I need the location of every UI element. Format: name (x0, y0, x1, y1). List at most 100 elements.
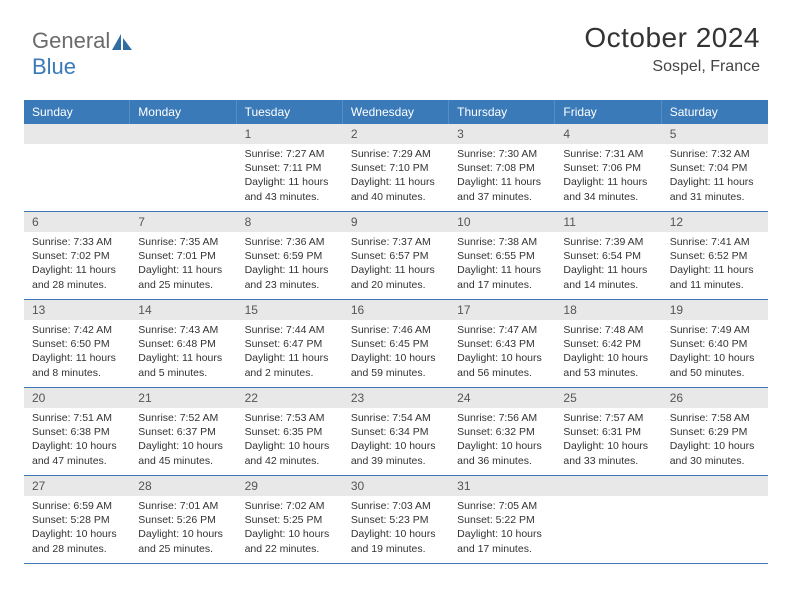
day-details: Sunrise: 7:29 AMSunset: 7:10 PMDaylight:… (343, 144, 449, 210)
day-details: Sunrise: 7:38 AMSunset: 6:55 PMDaylight:… (449, 232, 555, 298)
calendar-cell: 19Sunrise: 7:49 AMSunset: 6:40 PMDayligh… (662, 300, 768, 388)
calendar-cell: 9Sunrise: 7:37 AMSunset: 6:57 PMDaylight… (343, 212, 449, 300)
day-details: Sunrise: 7:41 AMSunset: 6:52 PMDaylight:… (662, 232, 768, 298)
calendar-cell: 1Sunrise: 7:27 AMSunset: 7:11 PMDaylight… (237, 124, 343, 212)
day-number: . (555, 476, 661, 496)
day-number: 18 (555, 300, 661, 320)
day-number: 6 (24, 212, 130, 232)
day-number: 27 (24, 476, 130, 496)
day-number: 31 (449, 476, 555, 496)
dayhead-friday: Friday (555, 100, 661, 124)
day-number: 13 (24, 300, 130, 320)
day-number: 3 (449, 124, 555, 144)
day-details: Sunrise: 7:03 AMSunset: 5:23 PMDaylight:… (343, 496, 449, 562)
day-number: 26 (662, 388, 768, 408)
day-number: 29 (237, 476, 343, 496)
calendar-cell: 4Sunrise: 7:31 AMSunset: 7:06 PMDaylight… (555, 124, 661, 212)
day-number: . (24, 124, 130, 144)
dayhead-saturday: Saturday (662, 100, 768, 124)
day-details: Sunrise: 7:43 AMSunset: 6:48 PMDaylight:… (130, 320, 236, 386)
day-number: 14 (130, 300, 236, 320)
day-details: Sunrise: 7:30 AMSunset: 7:08 PMDaylight:… (449, 144, 555, 210)
day-details: Sunrise: 7:52 AMSunset: 6:37 PMDaylight:… (130, 408, 236, 474)
day-number: 17 (449, 300, 555, 320)
day-number: 15 (237, 300, 343, 320)
day-number: 30 (343, 476, 449, 496)
day-number: 7 (130, 212, 236, 232)
calendar-cell: . (130, 124, 236, 212)
day-number: 25 (555, 388, 661, 408)
day-details: Sunrise: 7:56 AMSunset: 6:32 PMDaylight:… (449, 408, 555, 474)
brand-part1: General (32, 28, 110, 53)
day-number: 1 (237, 124, 343, 144)
calendar-header-row: Sunday Monday Tuesday Wednesday Thursday… (24, 100, 768, 124)
day-number: 8 (237, 212, 343, 232)
day-number: 9 (343, 212, 449, 232)
day-details: Sunrise: 7:37 AMSunset: 6:57 PMDaylight:… (343, 232, 449, 298)
day-number: 5 (662, 124, 768, 144)
calendar: Sunday Monday Tuesday Wednesday Thursday… (24, 100, 768, 564)
day-number: 22 (237, 388, 343, 408)
calendar-cell: . (24, 124, 130, 212)
day-details: Sunrise: 7:01 AMSunset: 5:26 PMDaylight:… (130, 496, 236, 562)
month-title: October 2024 (584, 22, 760, 54)
day-details: Sunrise: 7:32 AMSunset: 7:04 PMDaylight:… (662, 144, 768, 210)
header-right: October 2024 Sospel, France (584, 22, 760, 76)
calendar-cell: 10Sunrise: 7:38 AMSunset: 6:55 PMDayligh… (449, 212, 555, 300)
calendar-cell: 2Sunrise: 7:29 AMSunset: 7:10 PMDaylight… (343, 124, 449, 212)
day-details: Sunrise: 7:44 AMSunset: 6:47 PMDaylight:… (237, 320, 343, 386)
day-details: Sunrise: 7:53 AMSunset: 6:35 PMDaylight:… (237, 408, 343, 474)
day-number: 28 (130, 476, 236, 496)
day-details: Sunrise: 7:36 AMSunset: 6:59 PMDaylight:… (237, 232, 343, 298)
calendar-body: . . 1Sunrise: 7:27 AMSunset: 7:11 PMDayl… (24, 124, 768, 564)
day-number: 10 (449, 212, 555, 232)
calendar-cell: 12Sunrise: 7:41 AMSunset: 6:52 PMDayligh… (662, 212, 768, 300)
day-details: Sunrise: 7:35 AMSunset: 7:01 PMDaylight:… (130, 232, 236, 298)
day-number: 2 (343, 124, 449, 144)
brand-part2: Blue (32, 54, 76, 79)
sail-icon (112, 34, 132, 50)
day-details: Sunrise: 7:48 AMSunset: 6:42 PMDaylight:… (555, 320, 661, 386)
calendar-cell: 7Sunrise: 7:35 AMSunset: 7:01 PMDaylight… (130, 212, 236, 300)
calendar-cell: 15Sunrise: 7:44 AMSunset: 6:47 PMDayligh… (237, 300, 343, 388)
calendar-cell: 18Sunrise: 7:48 AMSunset: 6:42 PMDayligh… (555, 300, 661, 388)
day-number: 12 (662, 212, 768, 232)
day-details: Sunrise: 7:54 AMSunset: 6:34 PMDaylight:… (343, 408, 449, 474)
day-number: . (662, 476, 768, 496)
calendar-cell: 24Sunrise: 7:56 AMSunset: 6:32 PMDayligh… (449, 388, 555, 476)
location: Sospel, France (584, 58, 760, 76)
day-details: Sunrise: 7:42 AMSunset: 6:50 PMDaylight:… (24, 320, 130, 386)
day-details: Sunrise: 7:27 AMSunset: 7:11 PMDaylight:… (237, 144, 343, 210)
day-number: 4 (555, 124, 661, 144)
calendar-cell: . (555, 476, 661, 564)
day-number: 20 (24, 388, 130, 408)
calendar-cell: 16Sunrise: 7:46 AMSunset: 6:45 PMDayligh… (343, 300, 449, 388)
calendar-cell: 23Sunrise: 7:54 AMSunset: 6:34 PMDayligh… (343, 388, 449, 476)
day-details: Sunrise: 7:39 AMSunset: 6:54 PMDaylight:… (555, 232, 661, 298)
calendar-cell: 6Sunrise: 7:33 AMSunset: 7:02 PMDaylight… (24, 212, 130, 300)
calendar-cell: 29Sunrise: 7:02 AMSunset: 5:25 PMDayligh… (237, 476, 343, 564)
day-number: . (130, 124, 236, 144)
calendar-cell: . (662, 476, 768, 564)
day-details: Sunrise: 7:46 AMSunset: 6:45 PMDaylight:… (343, 320, 449, 386)
calendar-cell: 14Sunrise: 7:43 AMSunset: 6:48 PMDayligh… (130, 300, 236, 388)
dayhead-sunday: Sunday (24, 100, 130, 124)
calendar-cell: 27Sunrise: 6:59 AMSunset: 5:28 PMDayligh… (24, 476, 130, 564)
dayhead-thursday: Thursday (449, 100, 555, 124)
calendar-cell: 17Sunrise: 7:47 AMSunset: 6:43 PMDayligh… (449, 300, 555, 388)
calendar-cell: 31Sunrise: 7:05 AMSunset: 5:22 PMDayligh… (449, 476, 555, 564)
day-details: Sunrise: 7:57 AMSunset: 6:31 PMDaylight:… (555, 408, 661, 474)
calendar-cell: 5Sunrise: 7:32 AMSunset: 7:04 PMDaylight… (662, 124, 768, 212)
day-details: Sunrise: 7:05 AMSunset: 5:22 PMDaylight:… (449, 496, 555, 562)
calendar-cell: 20Sunrise: 7:51 AMSunset: 6:38 PMDayligh… (24, 388, 130, 476)
day-details: Sunrise: 7:47 AMSunset: 6:43 PMDaylight:… (449, 320, 555, 386)
day-number: 16 (343, 300, 449, 320)
day-details: Sunrise: 7:31 AMSunset: 7:06 PMDaylight:… (555, 144, 661, 210)
day-number: 21 (130, 388, 236, 408)
calendar-cell: 30Sunrise: 7:03 AMSunset: 5:23 PMDayligh… (343, 476, 449, 564)
brand-logo: General Blue (32, 28, 132, 80)
day-number: 19 (662, 300, 768, 320)
calendar-cell: 11Sunrise: 7:39 AMSunset: 6:54 PMDayligh… (555, 212, 661, 300)
dayhead-wednesday: Wednesday (343, 100, 449, 124)
day-details: Sunrise: 6:59 AMSunset: 5:28 PMDaylight:… (24, 496, 130, 562)
